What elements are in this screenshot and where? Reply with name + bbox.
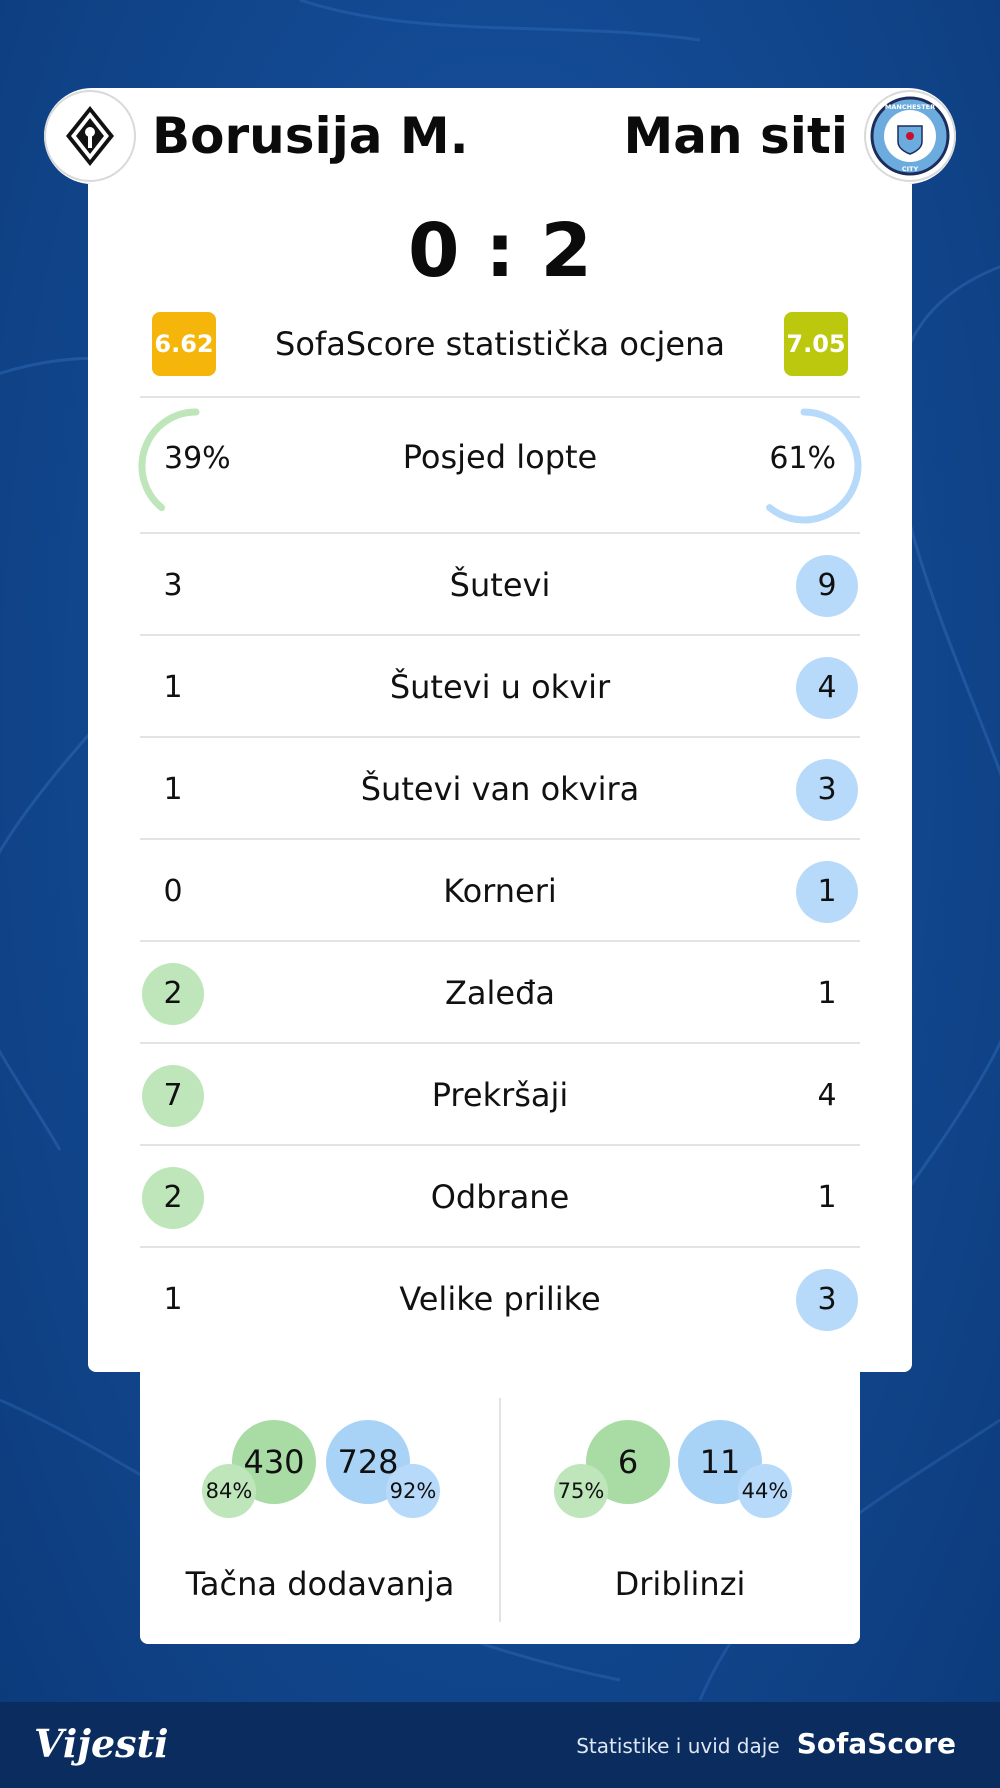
divider	[140, 1042, 860, 1044]
passes-label: Tačna dodavanja	[185, 1565, 455, 1603]
home-team-name: Borusija M.	[152, 107, 469, 165]
divider	[140, 736, 860, 738]
stat-row: Šutevi van okvira 1 3	[88, 738, 912, 840]
away-possession-arc	[766, 408, 862, 524]
divider	[140, 940, 860, 942]
stat-home-value: 1	[163, 670, 183, 705]
possession-label: Posjed lopte	[402, 438, 598, 476]
rating-row: 6.62 SofaScore statistička ocjena 7.05	[88, 312, 912, 376]
stat-row: Velike prilike 1 3	[88, 1248, 912, 1350]
home-possession-value: 39%	[164, 441, 231, 476]
footer-bar: Vijesti Statistike i uvid daje SofaScore	[0, 1702, 1000, 1788]
stat-row: Odbrane 2 1	[88, 1146, 912, 1248]
stats-card: 0 : 2 6.62 SofaScore statistička ocjena …	[88, 184, 912, 1372]
crest-text-bottom: CITY	[902, 165, 919, 173]
stat-label: Zaleđa	[444, 974, 556, 1012]
divider	[140, 634, 860, 636]
away-dribbles-pct-bubble: 44%	[738, 1464, 792, 1518]
home-passes-bubble: 430	[232, 1420, 316, 1504]
match-score: 0 : 2	[407, 208, 593, 294]
stat-label: Odbrane	[430, 1178, 570, 1216]
home-rating-badge: 6.62	[152, 312, 216, 376]
divider	[140, 396, 860, 398]
divider	[140, 838, 860, 840]
match-header: Borusija M. Man siti MANCHESTER CITY	[44, 88, 956, 184]
stat-row: Prekršaji 7 4	[88, 1044, 912, 1146]
vijesti-logo: Vijesti	[34, 1721, 169, 1766]
home-dribbles-pct-bubble: 75%	[554, 1464, 608, 1518]
possession-row: 39% Posjed lopte 61%	[88, 402, 912, 532]
stat-label: Velike prilike	[399, 1280, 601, 1318]
stat-row: Korneri 0 1	[88, 840, 912, 942]
stat-home-value: 3	[163, 568, 183, 603]
home-possession-arc	[138, 408, 200, 512]
stat-home-value: 7	[142, 1065, 204, 1127]
stat-label: Korneri	[443, 872, 557, 910]
crest-text-top: MANCHESTER	[885, 103, 935, 111]
stat-away-value: 1	[817, 1180, 837, 1215]
dribbles-label: Driblinzi	[614, 1565, 746, 1603]
home-passes-pct-bubble: 84%	[202, 1464, 256, 1518]
bottom-stats-panel: 430 84% 728 92% Tačna dodavanja 6 75% 11…	[140, 1372, 860, 1644]
stat-row: Šutevi 3 9	[88, 534, 912, 636]
away-passes-pct-bubble: 92%	[386, 1464, 440, 1518]
stat-away-value: 1	[796, 861, 858, 923]
stat-away-value: 4	[817, 1078, 837, 1113]
stat-home-value: 1	[163, 1282, 183, 1317]
away-team-name: Man siti	[623, 107, 848, 165]
stat-label: Šutevi van okvira	[360, 770, 640, 808]
stat-home-value: 2	[142, 1167, 204, 1229]
stat-away-value: 3	[796, 759, 858, 821]
borussia-monchengladbach-crest-icon	[44, 90, 136, 182]
stat-home-value: 0	[163, 874, 183, 909]
footer-credit: Statistike i uvid daje SofaScore	[576, 1720, 956, 1772]
stat-home-value: 1	[163, 772, 183, 807]
stat-label: Prekršaji	[431, 1076, 569, 1114]
stat-row: Zaleđa 2 1	[88, 942, 912, 1044]
credit-text: Statistike i uvid daje	[576, 1734, 780, 1758]
rating-label: SofaScore statistička ocjena	[275, 325, 725, 363]
manchester-city-crest-icon: MANCHESTER CITY	[864, 90, 956, 182]
stat-away-value: 1	[817, 976, 837, 1011]
divider	[140, 532, 860, 534]
stat-home-value: 2	[142, 963, 204, 1025]
stat-away-value: 9	[796, 555, 858, 617]
stat-label: Šutevi	[449, 566, 551, 604]
away-rating-badge: 7.05	[784, 312, 848, 376]
divider	[140, 1246, 860, 1248]
stat-away-value: 3	[796, 1269, 858, 1331]
panel-divider	[499, 1398, 501, 1622]
stat-row: Šutevi u okvir 1 4	[88, 636, 912, 738]
divider	[140, 1144, 860, 1146]
stat-label: Šutevi u okvir	[389, 668, 611, 706]
away-possession-value: 61%	[769, 441, 836, 476]
sofascore-logo: SofaScore	[796, 1727, 956, 1760]
stat-away-value: 4	[796, 657, 858, 719]
